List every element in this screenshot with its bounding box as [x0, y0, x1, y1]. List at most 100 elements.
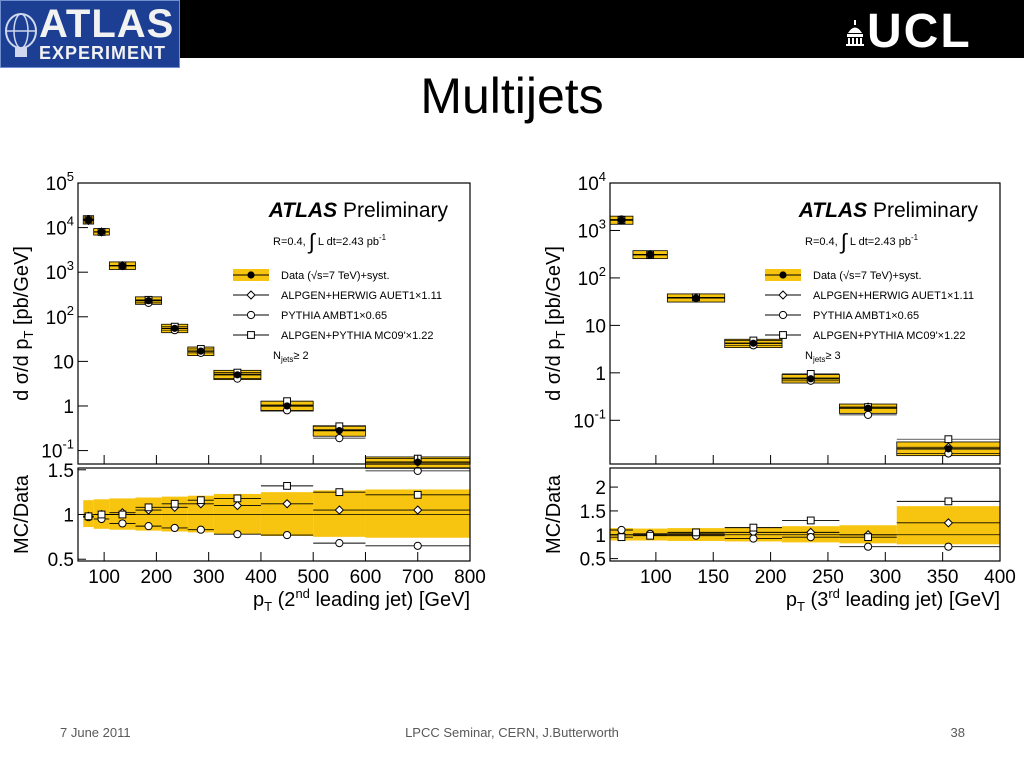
- main-panel-frame: [609, 182, 1001, 465]
- alpgen-pythia-marker: [944, 435, 953, 444]
- data-point: [233, 371, 242, 379]
- data-point: [171, 324, 179, 332]
- y-tick-label: 102: [46, 303, 74, 329]
- ratio-alpgen-pythia-marker: [118, 510, 127, 519]
- ratio-pythia-marker: [749, 534, 758, 543]
- ratio-alpgen-herwig-marker: [943, 518, 954, 528]
- legend: Data (√s=7 TeV)+syst. ALPGEN+HERWIG AUET1…: [233, 269, 442, 342]
- ratio-alpgen-pythia-marker: [196, 496, 205, 505]
- atlas-logo-subtext: EXPERIMENT: [39, 43, 167, 63]
- y-tick-label: 103: [46, 258, 74, 284]
- ratio-tick-label: 1: [63, 506, 74, 527]
- x-axis-label: pT (2nd leading jet) [GeV]: [253, 586, 470, 613]
- legend-entry-label: Data (√s=7 TeV)+syst.: [281, 270, 390, 282]
- legend-marker: [246, 310, 256, 320]
- ratio-panel-bins: [78, 481, 470, 550]
- pythia-marker: [413, 466, 422, 476]
- data-point: [864, 404, 872, 412]
- annotation-njets: Njets≥ 2: [273, 350, 309, 364]
- x-tick-label: 100: [640, 567, 672, 588]
- ratio-axis-label: MC/Data: [11, 474, 33, 554]
- x-tick-label: 400: [984, 567, 1016, 588]
- ratio-alpgen-pythia-marker: [144, 503, 153, 512]
- legend-entry-label: ALPGEN+PYTHIA MC09'×1.22: [281, 330, 434, 342]
- atlas-globe-icon: [5, 13, 37, 57]
- ratio-tick-label: 0.5: [580, 550, 606, 571]
- annotation-lumi: R=0.4, ∫ L dt=2.43 pb-1: [805, 229, 919, 254]
- y-tick-label: 10: [53, 352, 74, 373]
- ratio-syst-band: [260, 492, 314, 536]
- x-tick-label: 350: [927, 567, 959, 588]
- y-tick-label: 10: [585, 316, 606, 337]
- data-point: [97, 228, 106, 236]
- y-tick-label: 1: [595, 364, 606, 385]
- ratio-alpgen-pythia-marker: [335, 488, 344, 497]
- ratio-alpgen-herwig-marker: [334, 505, 345, 515]
- data-point: [646, 250, 654, 259]
- legend-data-marker: [247, 271, 255, 279]
- ratio-pythia-marker: [413, 541, 422, 550]
- x-tick-label: 700: [402, 567, 434, 588]
- legend-marker: [247, 331, 255, 339]
- x-tick-label: 100: [88, 567, 120, 588]
- pythia-marker: [863, 410, 873, 419]
- x-tick-label: 150: [697, 567, 729, 588]
- slide-title: Multijets: [420, 68, 604, 124]
- ratio-alpgen-herwig-marker: [232, 500, 243, 511]
- chart-2nd-leading-jet: 10-1 1 10 102 103 104 105 0.5 1 1.5 100 200 300 400 50…: [11, 169, 486, 613]
- y-tick-label: 105: [46, 169, 74, 195]
- x-tick-label: 200: [755, 567, 787, 588]
- y-tick-label: 10-1: [41, 437, 74, 463]
- data-point: [144, 297, 153, 305]
- data-point: [807, 375, 815, 383]
- ratio-pythia-marker: [863, 542, 873, 551]
- plot-title: ATLAS Preliminary: [798, 199, 979, 222]
- footer-date: 7 June 2011: [60, 725, 131, 740]
- ratio-tick-label: 1.5: [48, 461, 74, 482]
- ratio-pythia-marker: [617, 525, 626, 535]
- ratio-pythia-marker: [170, 523, 179, 533]
- data-point: [617, 216, 626, 224]
- y-tick-label: 10-1: [573, 406, 606, 432]
- legend-marker: [778, 310, 788, 320]
- ratio-alpgen-pythia-marker: [170, 499, 179, 508]
- ratio-alpgen-herwig-marker: [282, 499, 292, 509]
- y-tick-label: 102: [578, 264, 606, 290]
- annotation-njets: Njets≥ 3: [805, 350, 841, 364]
- plot-title: ATLAS Preliminary: [268, 199, 449, 222]
- ratio-axis-label: MC/Data: [543, 474, 565, 554]
- x-tick-label: 200: [141, 567, 173, 588]
- ratio-alpgen-pythia-marker: [646, 531, 655, 540]
- ratio-alpgen-pythia-marker: [84, 512, 93, 521]
- x-tick-label: 500: [297, 567, 329, 588]
- ratio-alpgen-pythia-marker: [617, 533, 626, 542]
- ratio-tick-label: 1.5: [580, 502, 606, 523]
- y-axis-label: d σ/d pT [pb/GeV]: [543, 246, 568, 401]
- ratio-tick-label: 1: [595, 526, 606, 547]
- atlas-experiment-logo: ATLAS EXPERIMENT: [0, 0, 180, 68]
- data-point: [283, 402, 291, 410]
- ratio-alpgen-pythia-marker: [233, 494, 242, 503]
- legend-marker: [779, 331, 787, 339]
- legend-entry-label: ALPGEN+PYTHIA MC09'×1.22: [813, 330, 966, 342]
- legend-marker: [246, 290, 256, 300]
- ratio-alpgen-pythia-marker: [97, 510, 106, 519]
- footer-center: LPCC Seminar, CERN, J.Butterworth: [405, 725, 619, 740]
- x-axis-label: pT (3rd leading jet) [GeV]: [786, 586, 1000, 613]
- data-point: [197, 347, 205, 355]
- ratio-alpgen-pythia-marker: [806, 516, 815, 525]
- ratio-alpgen-pythia-marker: [749, 523, 758, 532]
- atlas-logo-text: ATLAS: [39, 2, 175, 46]
- ratio-pythia-marker: [944, 542, 953, 551]
- ratio-tick-label: 2: [595, 478, 606, 499]
- y-tick-label: 104: [578, 169, 606, 195]
- ratio-panel-frame: [609, 467, 1001, 562]
- ratio-alpgen-herwig-marker: [413, 505, 423, 515]
- ratio-alpgen-pythia-marker: [692, 528, 700, 537]
- legend-entry-label: PYTHIA AMBT1×0.65: [813, 310, 919, 322]
- data-point: [944, 445, 952, 453]
- data-point: [118, 262, 127, 270]
- ratio-alpgen-pythia-marker: [283, 481, 291, 490]
- y-tick-label: 104: [46, 214, 74, 240]
- x-tick-label: 300: [193, 567, 225, 588]
